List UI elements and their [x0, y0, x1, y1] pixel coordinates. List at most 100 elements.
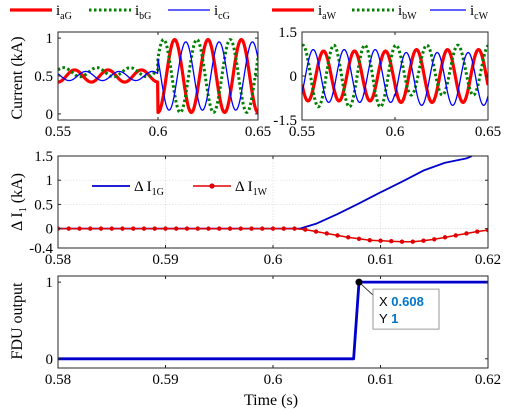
delta-ytick-label-3: 1	[46, 173, 54, 189]
w-series-2	[302, 48, 488, 106]
legend-delta: Δ I1G Δ I1W	[92, 179, 268, 198]
delta-xtick-label-0: 0.58	[45, 252, 71, 268]
legend-label-ibW: ibW	[398, 3, 417, 22]
delta-ytick-label-4: 1.5	[34, 149, 53, 165]
time-xlabel: Time (s)	[244, 392, 298, 409]
w-series-group	[302, 43, 488, 109]
legend-label-iaG: iaG	[56, 3, 72, 22]
fdu-ytick-label-1: 1	[46, 275, 54, 291]
delta-series-1-point-39	[475, 229, 480, 234]
delta-series-1-point-8	[141, 226, 147, 231]
delta-xtick-label-2: 0.6	[264, 252, 283, 268]
w-ytick-label-0: -1.5	[273, 113, 297, 129]
legend-label-ibG: ibG	[135, 3, 151, 22]
delta-series-1-point-19	[260, 226, 265, 231]
legend-label-dI1W: Δ I1W	[235, 179, 268, 198]
delta-series-1-point-15	[217, 226, 222, 231]
delta-series-1-point-30	[378, 238, 383, 243]
delta-series-1-point-35	[432, 237, 437, 242]
delta-series-1-point-34	[421, 238, 426, 243]
delta-ytick-label-2: 0.5	[34, 197, 53, 213]
delta-series-1-point-9	[152, 226, 157, 231]
fdu-xtick-label-0: 0.58	[45, 372, 71, 388]
current-ylabel: Current (kA)	[9, 36, 26, 119]
delta-series-1-point-33	[410, 239, 415, 244]
legend-label-dI1G: Δ I1G	[134, 179, 164, 198]
w-series-1	[302, 43, 488, 109]
delta-series-1-point-6	[120, 226, 125, 231]
delta-series-1-point-24	[313, 229, 319, 234]
delta-series-1-point-38	[464, 231, 469, 236]
delta-series-1-point-2	[77, 226, 82, 231]
panel-generator-currents: 0.55 0.6 0.65 0 0.5 1	[34, 31, 271, 140]
delta-series-1-point-25	[324, 231, 329, 236]
g-series-group	[58, 37, 258, 115]
delta-series-1-point-3	[88, 226, 93, 231]
delta-series-1-point-31	[389, 239, 394, 244]
delta-series-1-point-27	[346, 235, 351, 240]
delta-series-1-point-13	[195, 226, 200, 231]
delta-series-1-point-23	[303, 227, 308, 232]
delta-series-1-point-4	[98, 226, 104, 231]
delta-xtick-label-3: 0.61	[367, 252, 393, 268]
delta-series-1-point-17	[238, 226, 243, 231]
delta-series-1-point-5	[109, 226, 114, 231]
delta-series-1-point-18	[249, 226, 254, 231]
fdu-xtick-label-3: 0.61	[367, 372, 393, 388]
legend-label-icG: icG	[214, 3, 230, 22]
delta-series-1-point-29	[367, 238, 372, 243]
delta-series-1-point-21	[281, 226, 286, 231]
delta-series-1-point-7	[131, 226, 136, 231]
delta-ylabel: Δ I1 (kA)	[9, 173, 29, 231]
fdu-series-group	[58, 280, 488, 361]
delta-xtick-label-1: 0.59	[152, 252, 178, 268]
delta-series-1-point-1	[66, 226, 71, 231]
g-ytick-label-0: 0	[46, 107, 54, 123]
delta-series-1-point-26	[335, 233, 340, 238]
delta-xtick-label-4: 0.62	[475, 252, 501, 268]
w-xtick-label-0: 0.55	[289, 124, 315, 140]
delta-series-1-point-28	[356, 236, 362, 241]
g-series-0	[58, 37, 258, 115]
fdu-xtick-label-4: 0.62	[475, 372, 501, 388]
legend-label-icW: icW	[470, 3, 489, 22]
datatip-box	[372, 288, 440, 330]
delta-series-1-point-10	[163, 226, 168, 231]
datatip-x: X 0.608	[379, 294, 424, 309]
delta-series-1-point-11	[174, 226, 179, 231]
fdu-xtick-label-1: 0.59	[152, 372, 178, 388]
delta-series-1-point-14	[206, 226, 211, 231]
fdu-ytick-label-0: 0	[46, 352, 54, 368]
delta-series-1-point-20	[270, 226, 276, 231]
delta-ytick-label-0: -0.4	[29, 241, 53, 257]
panel-delta-current: 0.58 0.59 0.6 0.61 0.62 -0.4 0 0.5 1 1.5	[29, 149, 501, 268]
w-series-0	[302, 48, 488, 104]
g-ytick-label-2: 1	[46, 31, 54, 47]
w-xtick-label-2: 0.65	[475, 124, 501, 140]
fdu-series-0	[58, 280, 488, 361]
g-xtick-label-2: 0.65	[245, 124, 271, 140]
delta-ytick-label-1: 0	[46, 222, 54, 238]
delta-series-1-point-36	[442, 235, 448, 240]
delta-series-1-point-12	[184, 226, 190, 231]
fdu-ylabel: FDU output	[9, 282, 26, 359]
delta-series-group	[58, 156, 488, 244]
g-xtick-label-0: 0.55	[45, 124, 71, 140]
delta-series-1-point-37	[453, 233, 458, 238]
fdu-xtick-label-2: 0.6	[264, 372, 283, 388]
g-xtick-label-1: 0.6	[149, 124, 168, 140]
g-ytick-label-1: 0.5	[34, 69, 53, 85]
delta-series-0	[58, 156, 473, 230]
panel-fdu-output: 0.58 0.59 0.6 0.61 0.62 0 1	[45, 275, 501, 388]
datatip[interactable]: X 0.608 Y 1	[355, 278, 440, 330]
panel-wind-currents: 0.55 0.6 0.65 -1.5 0 1.5	[273, 25, 501, 140]
delta-series-1-point-16	[227, 226, 233, 231]
datatip-point[interactable]	[355, 278, 363, 286]
legend-wind: iaW ibW icW	[272, 3, 489, 22]
delta-series-1-point-32	[399, 239, 405, 244]
delta-series-1-point-22	[292, 226, 297, 231]
datatip-y: Y 1	[379, 311, 398, 326]
w-ytick-label-1: 0	[290, 69, 298, 85]
legend-label-iaW: iaW	[318, 3, 337, 22]
